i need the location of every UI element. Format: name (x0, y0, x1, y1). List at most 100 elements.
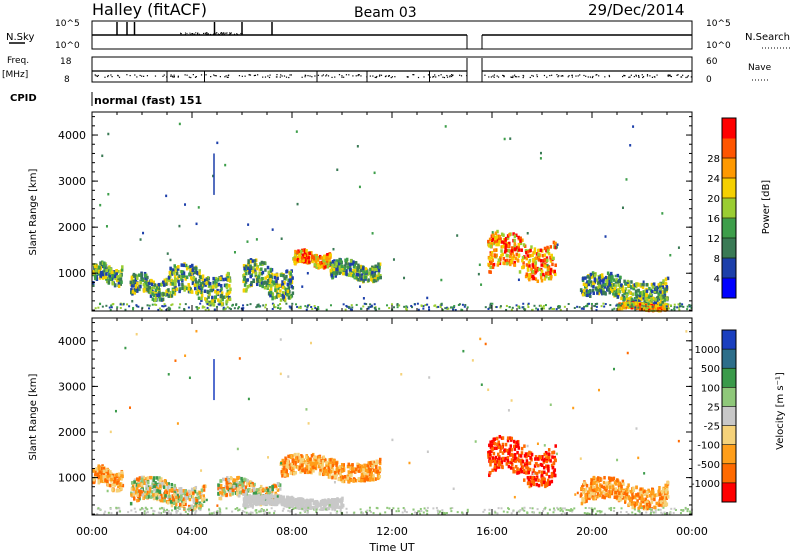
echo-cell (309, 498, 312, 502)
echo-cell (608, 273, 611, 278)
echo-cell (200, 503, 204, 508)
echo-cell (480, 283, 483, 286)
echo-cell (258, 278, 262, 283)
echo-cell (281, 280, 284, 284)
echo-cell (116, 274, 120, 279)
echo-cell (173, 492, 176, 497)
echo-cell (248, 495, 252, 499)
echo-cell (578, 306, 581, 309)
echo-cell (597, 281, 600, 286)
echo-cell (170, 304, 173, 307)
echo-cell (262, 281, 265, 286)
echo-cell (287, 295, 291, 300)
nave-dot (162, 75, 164, 77)
echo-cell (500, 240, 504, 244)
echo-cell (345, 269, 348, 273)
echo-cell (594, 286, 598, 291)
echo-cell (249, 303, 252, 306)
nave-dot (314, 75, 316, 77)
echo-cell (352, 469, 356, 473)
echo-cell (101, 261, 105, 266)
echo-cell (270, 489, 274, 494)
echo-cell (623, 297, 626, 301)
beam-title: Beam 03 (354, 5, 417, 21)
echo-cell (202, 484, 206, 489)
echo-cell (207, 281, 210, 285)
echo-cell (120, 280, 123, 284)
echo-cell (378, 466, 381, 470)
echo-cell (350, 272, 353, 277)
nsky-dot (186, 32, 188, 34)
echo-cell (538, 304, 541, 307)
echo-cell (532, 258, 535, 262)
echo-cell (526, 475, 530, 480)
echo-cell (552, 256, 555, 261)
echo-cell (332, 267, 336, 272)
echo-cell (280, 283, 283, 288)
echo-cell (531, 263, 535, 267)
nave-dot (641, 74, 643, 76)
echo-cell (379, 275, 382, 280)
echo-cell (621, 206, 624, 210)
echo-cell (98, 276, 102, 280)
echo-cell (537, 478, 540, 483)
echo-cell (354, 478, 358, 483)
cpid-label: CPID (10, 93, 37, 104)
nave-dot (529, 76, 531, 79)
echo-cell (629, 144, 632, 147)
echo-cell (331, 275, 334, 280)
echo-cell (369, 303, 372, 306)
echo-cell (509, 444, 513, 448)
echo-cell (608, 290, 612, 295)
echo-cell (630, 297, 633, 302)
echo-cell (340, 268, 343, 273)
echo-cell (138, 494, 141, 499)
echo-cell (190, 290, 194, 294)
echo-cell (174, 502, 178, 507)
echo-cell (261, 501, 265, 506)
echo-cell (631, 305, 634, 308)
echo-cell (188, 287, 192, 291)
echo-cell (337, 477, 341, 482)
echo-cell (396, 306, 399, 309)
nave-dot (608, 74, 610, 77)
echo-cell (246, 504, 249, 509)
echo-cell (601, 276, 604, 280)
echo-cell (456, 234, 459, 237)
echo-cell (165, 289, 168, 294)
echo-cell (651, 285, 654, 289)
echo-cell (332, 502, 336, 506)
nave-dot (200, 74, 203, 76)
echo-cell (192, 275, 196, 280)
echo-cell (517, 245, 520, 249)
echo-cell (139, 238, 142, 241)
echo-cell (227, 484, 230, 488)
echo-cell (231, 491, 235, 496)
echo-cell (261, 495, 264, 499)
echo-cell (185, 286, 189, 291)
echo-cell (528, 253, 532, 258)
echo-cell (149, 278, 153, 283)
echo-cell (611, 275, 614, 279)
echo-cell (264, 502, 267, 506)
echo-cell (205, 299, 209, 304)
echo-cell (447, 307, 450, 310)
nave-dot (129, 74, 131, 77)
echo-cell (517, 248, 521, 252)
nave-dot (680, 76, 683, 78)
echo-cell (276, 276, 279, 281)
echo-cell (286, 459, 290, 464)
echo-cell (254, 273, 258, 278)
echo-cell (324, 499, 327, 503)
echo-cell (367, 307, 370, 310)
nave-dot (301, 76, 303, 78)
echo-cell (554, 245, 557, 250)
echo-cell (621, 294, 625, 298)
echo-cell (535, 482, 539, 487)
echo-cell (543, 470, 546, 475)
echo-cell (212, 276, 215, 281)
nave-dot (219, 76, 221, 78)
nave-dot (653, 76, 655, 78)
echo-cell (637, 295, 641, 300)
echo-cell (217, 282, 221, 287)
